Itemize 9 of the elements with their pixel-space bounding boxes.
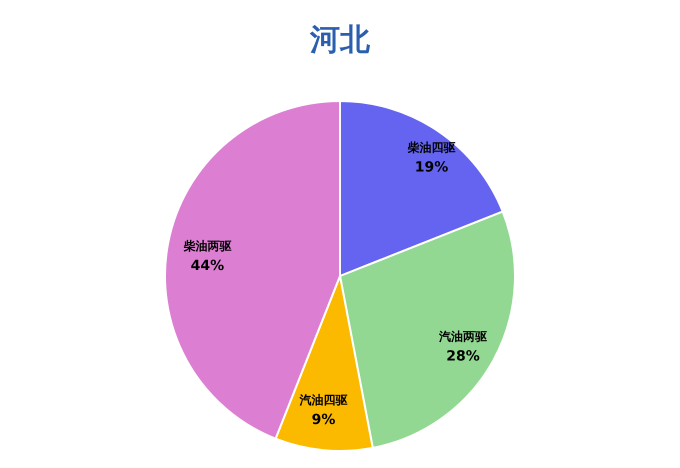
data-label: 19%	[414, 159, 448, 176]
data-label: 9%	[312, 412, 336, 428]
data-label: 44%	[190, 258, 224, 274]
slice-label: 柴油四驱	[406, 140, 456, 154]
slice-label: 汽油两驱	[438, 329, 488, 344]
data-label: 28%	[446, 348, 480, 364]
slice-label: 柴油两驱	[182, 238, 232, 253]
slice-label: 汽油四驱	[298, 392, 348, 407]
chart-title: 河北	[309, 22, 371, 58]
